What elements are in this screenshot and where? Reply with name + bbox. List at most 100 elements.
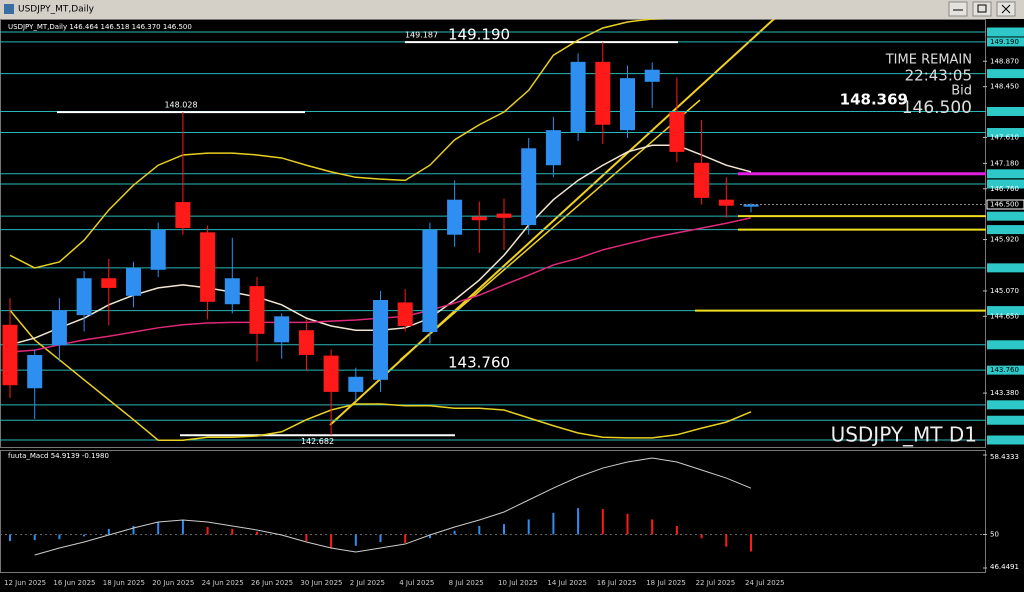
maximize-icon <box>977 4 987 13</box>
candle-body <box>274 316 290 343</box>
macd-panel <box>0 450 986 573</box>
date-label: 20 Jun 2025 <box>152 579 194 587</box>
watermark: USDJPY_MT D1 <box>831 423 977 447</box>
macd-bar <box>453 530 456 535</box>
macd-bar <box>83 534 86 537</box>
level-tag <box>987 365 1024 375</box>
macd-label: fuuta_Macd 54.9139 -0.1980 <box>8 452 109 460</box>
date-label: 16 Jun 2025 <box>53 579 95 587</box>
marker-label: 149.187 <box>405 31 438 40</box>
macd-bar <box>231 528 234 535</box>
macd-bar <box>58 534 61 540</box>
macd-plot <box>0 457 986 556</box>
candle-body <box>743 204 759 207</box>
minimize-button[interactable] <box>948 1 968 17</box>
price-plot: 149.190 143.760 149.187 148.028 142.682 <box>0 19 986 446</box>
level-tag <box>987 263 1024 273</box>
date-label: 30 Jun 2025 <box>300 579 342 587</box>
candle-body <box>620 78 635 131</box>
macd-bar <box>379 534 382 543</box>
candle-body <box>471 216 487 221</box>
macd-bar <box>601 509 604 535</box>
macd-bar <box>107 528 110 535</box>
date-label: 22 Jul 2025 <box>696 579 736 587</box>
alt-price: 148.369 <box>840 91 908 109</box>
y-tick-label: 145.070 <box>990 287 1019 295</box>
candle-body <box>150 229 166 270</box>
macd-bar <box>527 519 530 535</box>
candle-body <box>175 202 191 229</box>
candle-body <box>323 355 339 392</box>
level-tag-label: 143.760 <box>990 366 1019 374</box>
time-label: TIME REMAIN <box>885 53 972 68</box>
date-label: 24 Jun 2025 <box>202 579 244 587</box>
macd-bar <box>700 534 703 539</box>
macd-bar <box>132 526 135 535</box>
candle-body <box>694 162 710 198</box>
candle-body <box>521 148 537 226</box>
level-tag <box>987 400 1024 410</box>
y-tick-label: 146.760 <box>990 185 1019 193</box>
level-tag <box>987 69 1024 79</box>
y-tick-label: 148.450 <box>990 83 1019 91</box>
level-tag-label: 149.190 <box>990 38 1019 46</box>
y-tick-label: 147.610 <box>990 133 1019 141</box>
window-icon <box>4 4 14 14</box>
candle-body <box>348 376 364 392</box>
candle-body <box>570 61 586 132</box>
macd-bar <box>157 522 160 535</box>
date-label: 8 Jul 2025 <box>449 579 484 587</box>
candle-body <box>595 61 611 125</box>
candle-body <box>545 130 561 166</box>
y-tick-label: 147.180 <box>990 159 1019 167</box>
bid-label: Bid <box>951 84 972 99</box>
date-label: 26 Jun 2025 <box>251 579 293 587</box>
main-panel <box>0 19 986 448</box>
level-tag <box>987 179 1024 189</box>
close-icon <box>1001 4 1011 14</box>
candle-body <box>224 278 240 305</box>
macd-bar <box>626 513 629 535</box>
candle-body <box>249 286 265 334</box>
candle-body <box>397 302 413 327</box>
date-label: 12 Jun 2025 <box>4 579 46 587</box>
level-tag <box>987 306 1024 316</box>
macd-signal <box>34 457 752 556</box>
marker-label: 148.028 <box>164 101 197 110</box>
macd-bar <box>330 534 333 548</box>
date-label: 4 Jul 2025 <box>399 579 434 587</box>
candle-body <box>718 199 734 206</box>
candle-body <box>669 112 685 152</box>
level-tag <box>987 169 1024 179</box>
y-tick-label: 143.380 <box>990 389 1019 397</box>
level-tag <box>987 415 1024 425</box>
candle-body <box>200 232 216 302</box>
candle-body <box>27 355 43 389</box>
candle-body <box>373 300 388 380</box>
y-tick-label: 148.870 <box>990 57 1019 65</box>
macd-tick-label: 58.4333 <box>990 453 1019 461</box>
macd-bar <box>577 508 580 535</box>
candle-body <box>101 278 117 288</box>
window-title: USDJPY_MT,Daily <box>18 5 95 15</box>
level-tag <box>987 211 1024 221</box>
current-price-tag <box>986 199 1024 210</box>
macd-bar <box>256 531 258 535</box>
date-label: 16 Jul 2025 <box>597 579 637 587</box>
candle-body <box>51 310 67 346</box>
macd-bar <box>354 534 357 546</box>
trendlines <box>329 19 776 426</box>
macd-tick-label: 50 <box>990 531 999 539</box>
y-tick-label: 145.920 <box>990 236 1019 244</box>
level-tag <box>987 435 1024 445</box>
maximize-button[interactable] <box>972 1 992 17</box>
macd-bar <box>428 534 431 539</box>
level-tag <box>987 37 1024 47</box>
macd-bar <box>33 534 36 541</box>
date-label: 10 Jul 2025 <box>498 579 538 587</box>
macd-bar <box>206 526 209 535</box>
indicator-line <box>9 309 752 441</box>
macd-bar <box>651 519 654 535</box>
candle-body <box>447 199 463 235</box>
